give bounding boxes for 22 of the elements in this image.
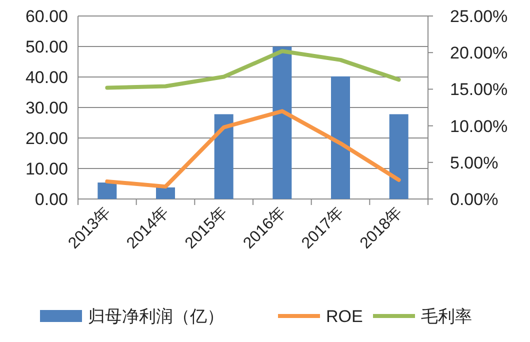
bar bbox=[389, 114, 408, 199]
y2-tick-label: 20.00% bbox=[450, 44, 508, 63]
bar bbox=[331, 76, 350, 199]
y-tick-label: 50.00 bbox=[25, 38, 68, 56]
y-tick-label: 10.00 bbox=[25, 160, 68, 178]
bar bbox=[98, 182, 117, 199]
y-tick-label: 30.00 bbox=[25, 98, 68, 118]
y-tick-label: 60.00 bbox=[25, 7, 68, 26]
y2-tick-label: 10.00% bbox=[450, 116, 508, 136]
y2-tick-label: 5.00% bbox=[450, 153, 498, 172]
bar bbox=[156, 187, 175, 199]
y2-tick-label: 15.00% bbox=[450, 80, 508, 100]
y2-tick-label: 0.00% bbox=[450, 190, 498, 209]
y-tick-label: 0.00 bbox=[34, 190, 68, 209]
y-tick-label: 20.00 bbox=[25, 129, 68, 148]
bar bbox=[214, 114, 234, 199]
legend-label: 归母净利润（亿） bbox=[88, 307, 224, 326]
bar bbox=[272, 46, 292, 199]
legend-label: 毛利率 bbox=[421, 307, 472, 326]
legend-label: ROE bbox=[326, 307, 363, 326]
y-tick-label: 40.00 bbox=[25, 68, 68, 87]
y2-tick-label: 25.00% bbox=[450, 7, 508, 26]
